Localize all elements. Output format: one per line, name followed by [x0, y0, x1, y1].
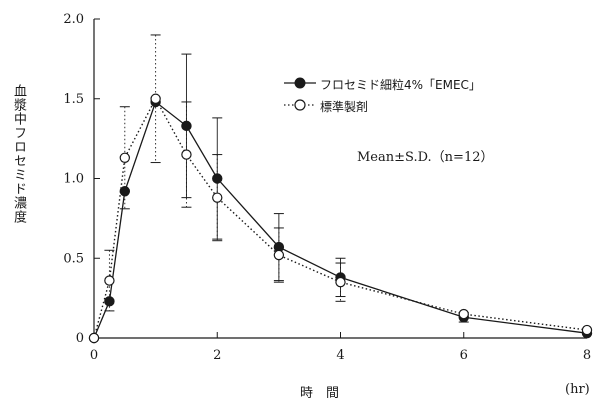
- legend-marker-filled-icon: [284, 77, 316, 89]
- error-bar: [273, 227, 284, 283]
- data-point-reference: [212, 192, 223, 203]
- data-point-reference: [88, 332, 100, 344]
- error-bar: [150, 34, 161, 164]
- legend-label-reference: 標準製剤: [320, 100, 369, 114]
- x-tick-label: 0: [90, 348, 98, 363]
- series-line-reference: [93, 97, 588, 339]
- x-axis-unit: (hr): [565, 382, 590, 397]
- data-point-test: [181, 120, 192, 132]
- data-point-reference: [458, 308, 469, 320]
- series-lines: [93, 97, 588, 339]
- legend-label-test: フロセミド細粒4%「EMEC」: [320, 78, 481, 92]
- data-point-test: [212, 173, 223, 184]
- data-point-reference: [273, 249, 285, 261]
- y-tick-label: 0: [76, 331, 84, 346]
- data-point-reference: [119, 152, 131, 163]
- data-points: [88, 93, 593, 344]
- data-point-reference: [335, 276, 346, 288]
- x-axis-label: 時 間: [300, 386, 340, 401]
- legend-marker-open-icon: [284, 99, 316, 111]
- x-tick-label: 2: [213, 348, 221, 363]
- y-axis-label: 血漿中フロセミド濃度: [11, 84, 26, 224]
- error-bar: [212, 154, 223, 242]
- data-point-reference: [181, 149, 192, 160]
- data-point-reference: [581, 324, 593, 336]
- y-tick-label: 0.5: [63, 251, 84, 266]
- data-point-reference: [104, 275, 115, 286]
- y-tick-label: 1.0: [63, 172, 84, 187]
- data-point-test: [104, 296, 115, 307]
- x-tick-label: 4: [336, 348, 344, 363]
- y-tick-label: 1.5: [63, 92, 84, 107]
- statistics-annotation: Mean±S.D.（n=12）: [357, 150, 494, 165]
- series-line-test: [93, 100, 588, 339]
- x-tick-label: 6: [460, 348, 468, 363]
- data-point-reference: [150, 93, 161, 104]
- axes: 0 0.5 1.0 1.5 2.0 0 2 4 6 8: [63, 12, 591, 363]
- y-tick-label: 2.0: [63, 12, 84, 27]
- x-tick-label: 8: [583, 348, 591, 363]
- error-bar: [335, 262, 346, 302]
- data-point-test: [119, 186, 131, 197]
